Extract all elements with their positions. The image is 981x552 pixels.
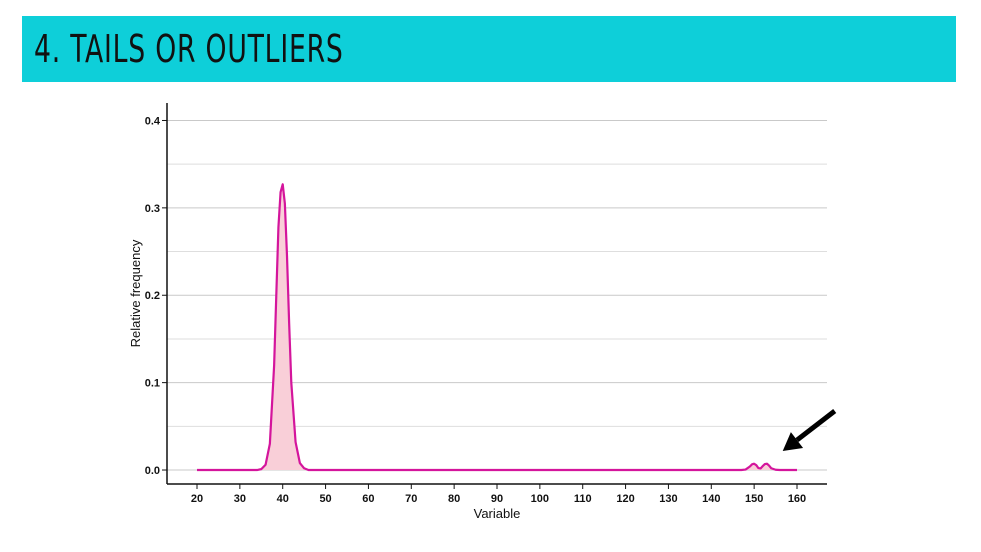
x-tick-label: 40 — [277, 493, 289, 505]
x-tick-label: 160 — [788, 493, 806, 505]
title-banner: 4. TAILS OR OUTLIERS — [22, 16, 956, 82]
y-axis-title: Relative frequency — [128, 239, 143, 347]
x-tick-label: 60 — [362, 493, 374, 505]
x-tick-label: 100 — [531, 493, 549, 505]
x-tick-label: 130 — [659, 493, 677, 505]
x-tick-label: 70 — [405, 493, 417, 505]
x-tick-label: 120 — [616, 493, 634, 505]
density-line — [197, 183, 797, 472]
y-tick-label: 0.4 — [145, 115, 161, 127]
y-tick-label: 0.3 — [145, 203, 160, 215]
y-axis-ticks: 0.0 0.1 0.2 0.3 0.4 — [145, 115, 167, 477]
outlier-arrow-icon — [782, 409, 837, 452]
x-axis-ticks: 20 30 40 50 60 70 80 90 100 110 120 130 140 150 160 — [191, 484, 806, 505]
axes — [166, 103, 827, 485]
x-tick-label: 140 — [702, 493, 720, 505]
x-tick-label: 80 — [448, 493, 460, 505]
x-tick-label: 50 — [319, 493, 331, 505]
y-tick-label: 0.1 — [145, 378, 160, 390]
x-axis-title: Variable — [474, 506, 521, 521]
x-tick-label: 110 — [574, 493, 592, 505]
y-tick-label: 0.2 — [145, 290, 160, 302]
y-tick-label: 0.0 — [145, 465, 160, 477]
x-tick-label: 20 — [191, 493, 203, 505]
x-tick-label: 30 — [234, 493, 246, 505]
slide-title: 4. TAILS OR OUTLIERS — [34, 27, 344, 71]
x-tick-label: 90 — [491, 493, 503, 505]
gridlines — [167, 119, 827, 471]
x-tick-label: 150 — [745, 493, 763, 505]
density-fill-area — [197, 184, 797, 471]
